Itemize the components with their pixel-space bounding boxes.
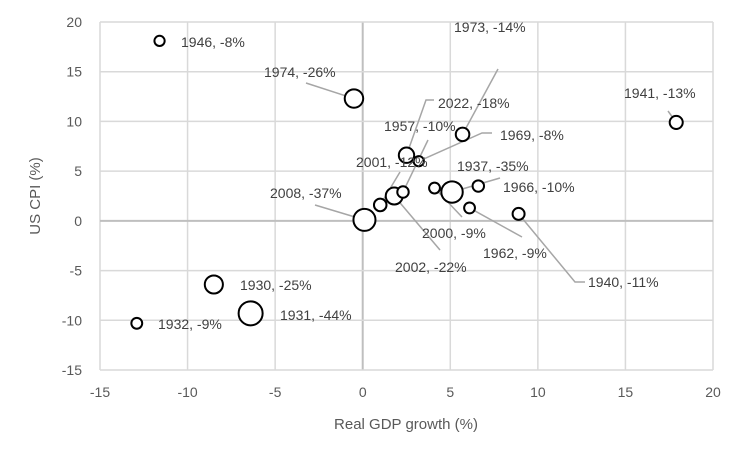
bubble-1973: [454, 126, 471, 143]
bubble-1931: [237, 300, 264, 327]
data-label-2002: 2002, -22%: [395, 259, 467, 275]
data-label-1940: 1940, -11%: [588, 274, 659, 290]
x-tick-label: -15: [90, 384, 110, 400]
data-label-1966: 1966, -10%: [503, 179, 575, 195]
data-label-1946: 1946, -8%: [181, 34, 245, 50]
y-tick-label: 20: [66, 14, 82, 30]
bubble-1957: [396, 185, 410, 199]
data-label-1969: 1969, -8%: [500, 127, 564, 143]
data-label-1957: 1957, -10%: [384, 118, 456, 134]
bubble-1962: [463, 201, 476, 215]
data-label-1974: 1974, -26%: [264, 64, 336, 80]
bubble-1930: [203, 274, 224, 295]
data-label-1930: 1930, -25%: [240, 277, 312, 293]
leader-line-1940: [518, 213, 585, 283]
x-tick-label: 15: [618, 384, 634, 400]
bubble-1974: [343, 88, 365, 109]
x-tick-label: 5: [446, 384, 454, 400]
bubble-1940: [511, 206, 526, 221]
x-tick-label: -5: [269, 384, 282, 400]
bubble-1946: [153, 34, 166, 48]
leader-line-1962: [469, 207, 523, 238]
data-label-1973: 1973, -14%: [454, 19, 526, 35]
leader-line-2022: [405, 99, 434, 156]
x-tick-label: 20: [705, 384, 721, 400]
bubbles: [130, 34, 684, 330]
data-label-1937: 1937, -35%: [457, 158, 529, 174]
bubble-2001: [372, 197, 388, 213]
x-tick-label: 10: [530, 384, 546, 400]
x-axis-title: Real GDP growth (%): [334, 416, 478, 433]
data-label-2001: 2001, -12%: [356, 154, 428, 170]
y-tick-label: 10: [66, 113, 82, 129]
leader-line-2002: [393, 195, 441, 251]
y-tick-label: -5: [70, 263, 83, 279]
bubble-2022: [397, 146, 416, 164]
data-label-2000: 2000, -9%: [422, 225, 486, 241]
y-tick-label: 0: [74, 213, 82, 229]
data-label-1932: 1932, -9%: [158, 316, 222, 332]
y-tick-label: -10: [62, 312, 82, 328]
bubble-1969: [412, 155, 425, 168]
y-tick-label: -15: [62, 362, 82, 378]
bubble-2000: [428, 181, 441, 195]
y-tick-label: 15: [66, 64, 82, 80]
bubble-1932: [130, 316, 144, 330]
leader-line-1969: [418, 132, 492, 162]
bubble-2008: [352, 207, 377, 232]
data-label-2008: 2008, -37%: [270, 185, 342, 201]
x-tick-label: -10: [177, 384, 197, 400]
data-label-2022: 2022, -18%: [438, 95, 510, 111]
bubble-1941: [668, 114, 684, 130]
bubble-1937: [440, 180, 464, 204]
data-label-1931: 1931, -44%: [280, 307, 352, 323]
data-label-1941: 1941, -13%: [624, 85, 696, 101]
axes: -15 -10 -5 0 5 10 15 20 -15 -10 -5 0 5 10 15 20: [62, 14, 721, 400]
leader-line-1973: [461, 68, 499, 135]
bubble-1966: [471, 179, 486, 193]
data-label-1962: 1962, -9%: [483, 245, 547, 261]
data-labels: 1946, -8% 1974, -26% 1973, -14% 1941, -13% 2…: [158, 19, 696, 332]
grid-lines: [99, 21, 714, 371]
y-axis-title: US CPI (%): [27, 157, 44, 235]
y-tick-label: 5: [74, 163, 82, 179]
x-tick-label: 0: [359, 384, 367, 400]
